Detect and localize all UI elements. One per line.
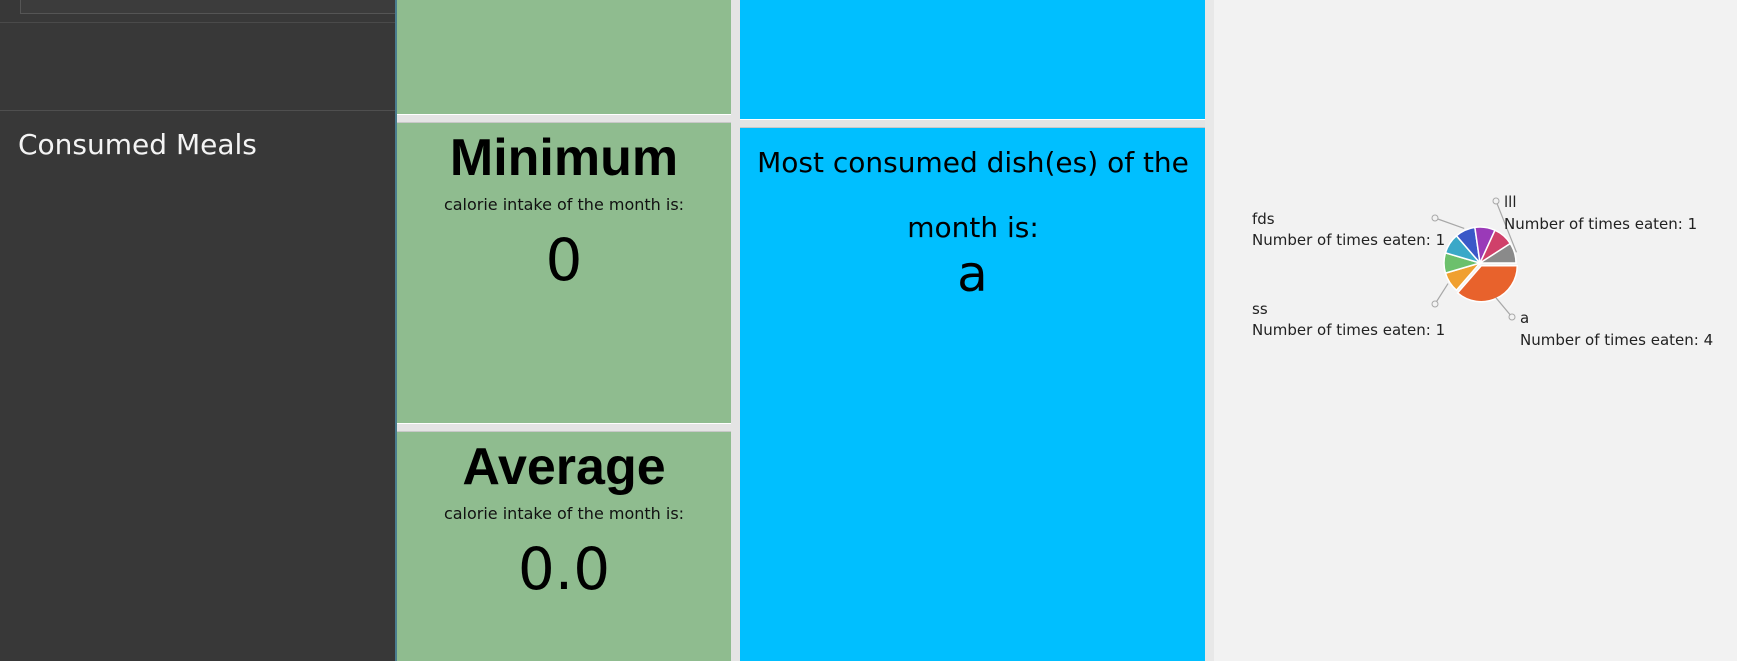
consumed-meals-title: Consumed Meals (18, 128, 257, 161)
pie-chart (1431, 197, 1518, 321)
minimum-title: Minimum (449, 129, 679, 187)
average-subtitle: calorie intake of the month is: (443, 504, 685, 523)
most-consumed-label: Most consumed dish(es) of the month is: (757, 146, 1189, 244)
pie-leader-line (1495, 297, 1513, 318)
pie-leader-dot (1431, 300, 1439, 308)
pie-leader-dot (1508, 313, 1516, 321)
pie-label-name: a (1520, 309, 1530, 327)
pie-slice[interactable] (1477, 242, 1517, 264)
pie-leader-line (1495, 200, 1518, 253)
panel-border (395, 0, 397, 661)
minimum-tile: Minimum calorie intake of the month is: … (397, 123, 731, 423)
minimum-subtitle: calorie intake of the month is: (443, 195, 685, 214)
pie-label-name: fds (1252, 210, 1275, 228)
split-divider[interactable] (1205, 0, 1214, 661)
pie-leader-line (1434, 217, 1465, 229)
pie-label-count: Number of times eaten: 4 (1520, 331, 1714, 349)
split-divider[interactable] (397, 423, 731, 432)
split-divider[interactable] (731, 0, 740, 661)
chart-area (1214, 0, 1737, 661)
split-divider[interactable] (397, 114, 731, 123)
pie-label-name: ss (1252, 300, 1268, 318)
pie-label-count: Number of times eaten: 1 (1252, 231, 1446, 249)
pie-label-count: Number of times eaten: 1 (1252, 321, 1446, 339)
blue-top-tile (740, 0, 1205, 119)
split-divider[interactable] (740, 119, 1205, 128)
pie-leader-dot (1492, 197, 1500, 205)
most-consumed-value: a (957, 245, 988, 303)
pie-label-name: lll (1504, 193, 1517, 211)
average-tile: Average calorie intake of the month is: … (397, 432, 731, 661)
green-top-tile (397, 0, 731, 114)
minimum-value: 0 (545, 226, 583, 294)
most-consumed-tile (740, 128, 1205, 661)
pie-label-count: Number of times eaten: 1 (1504, 215, 1698, 233)
average-value: 0.0 (517, 535, 611, 603)
average-title: Average (462, 438, 666, 496)
divider (0, 110, 395, 111)
pie-leader-line (1434, 283, 1449, 305)
pie-leader-dot (1431, 214, 1439, 222)
top-input-field[interactable] (20, 0, 396, 14)
divider (0, 22, 395, 23)
consumed-meals-panel (0, 0, 395, 661)
